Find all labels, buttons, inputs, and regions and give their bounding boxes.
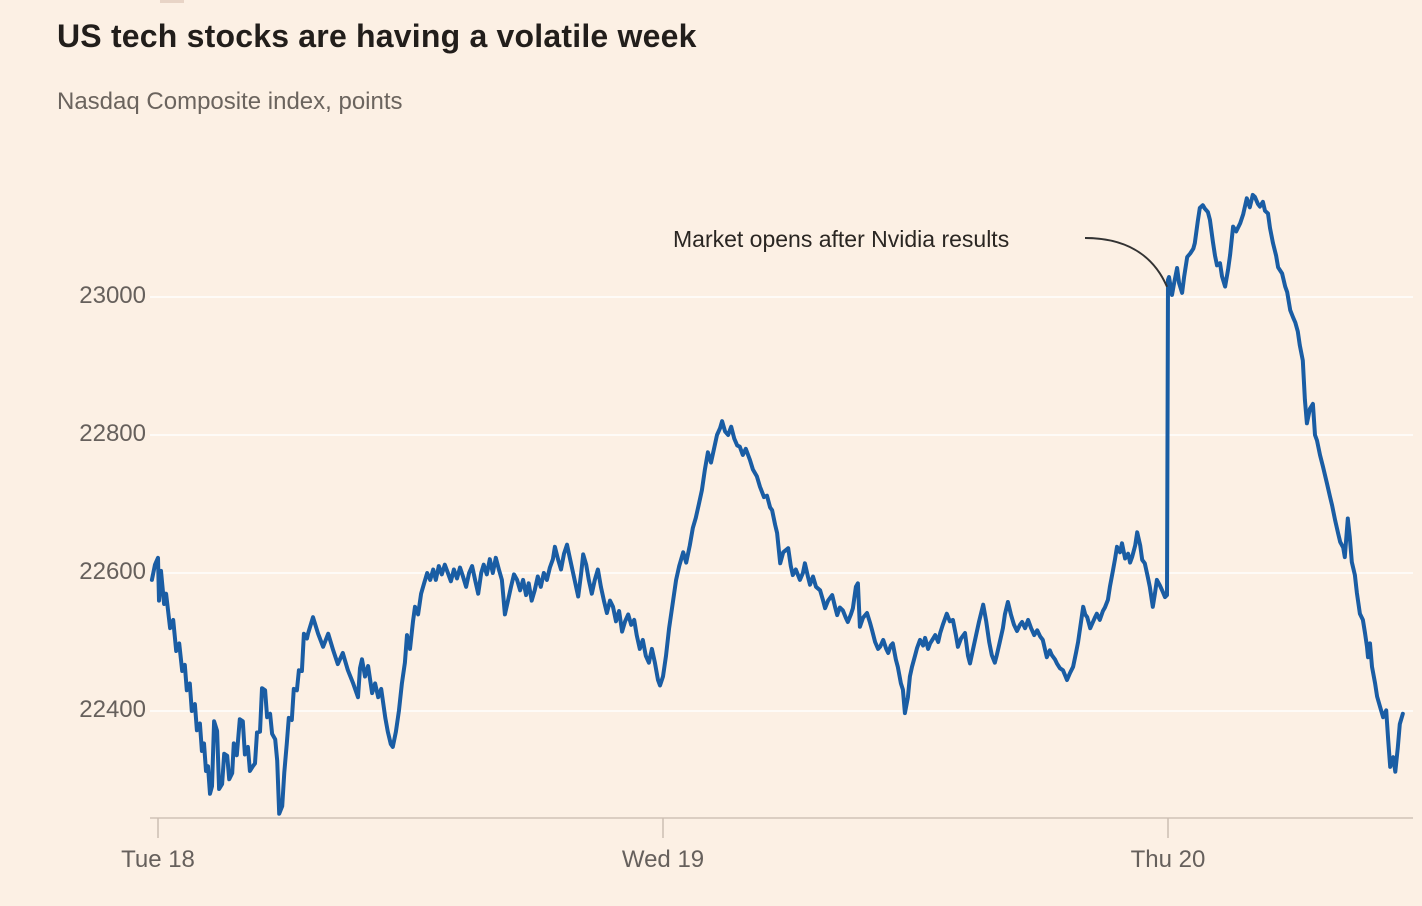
x-axis-label: Thu 20 [1130, 846, 1206, 873]
y-axis-label: 23000 [79, 282, 146, 309]
y-axis-label: 22600 [79, 558, 146, 585]
annotation-leader-line [1084, 237, 1168, 288]
y-axis-label: 22800 [79, 420, 146, 447]
nasdaq-series-line [149, 192, 1405, 816]
annotation-label: Market opens after Nvidia results [673, 226, 1010, 252]
cropped-artifact [160, 0, 184, 3]
chart-subtitle: Nasdaq Composite index, points [57, 88, 403, 115]
chart-title: US tech stocks are having a volatile wee… [57, 18, 697, 54]
x-axis-label: Tue 18 [121, 846, 195, 873]
y-axis-label: 22400 [79, 696, 146, 723]
x-axis-label: Wed 19 [621, 846, 705, 873]
